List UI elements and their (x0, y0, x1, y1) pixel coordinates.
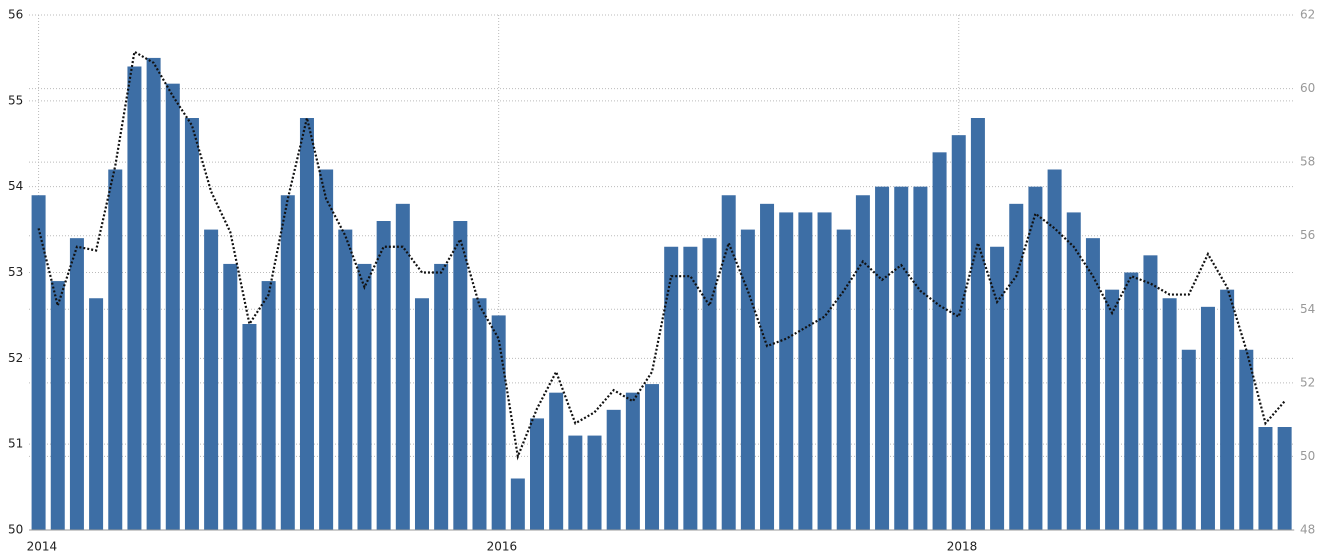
y2-tick-label: 58 (1300, 155, 1315, 169)
bar (165, 83, 180, 531)
y2-tick-label: 52 (1300, 375, 1315, 389)
bar (702, 238, 717, 530)
bar (434, 263, 449, 530)
bar (798, 212, 813, 530)
x-tick-label: 2014 (27, 540, 58, 554)
bar (357, 263, 372, 530)
bar (453, 221, 468, 530)
bar (414, 298, 429, 530)
bar (1239, 349, 1254, 530)
y2-tick-label: 56 (1300, 228, 1315, 242)
bar (951, 135, 966, 530)
y2-tick-label: 54 (1300, 302, 1315, 316)
bar (817, 212, 832, 530)
bar (510, 478, 525, 530)
bar (31, 195, 46, 530)
y-tick-label: 52 (8, 351, 23, 365)
bar (1028, 186, 1043, 530)
bar (184, 118, 199, 530)
bar (855, 195, 870, 530)
bar (1220, 289, 1235, 530)
y-tick-label: 55 (8, 93, 23, 107)
bar (108, 169, 123, 530)
bar (242, 324, 257, 530)
bar (932, 152, 947, 531)
bar (127, 66, 142, 530)
bar (568, 435, 583, 530)
bar (491, 315, 506, 530)
x-tick-label: 2016 (487, 540, 518, 554)
bar (1009, 203, 1024, 531)
bar (472, 298, 487, 530)
bar (625, 392, 640, 530)
bar (1047, 169, 1062, 530)
bar (760, 203, 775, 531)
bar (89, 298, 104, 530)
bar (683, 246, 698, 530)
bar (319, 169, 334, 530)
y-tick-label: 54 (8, 179, 23, 193)
bar (1181, 349, 1196, 530)
y-tick-label: 50 (8, 523, 23, 537)
bar (376, 221, 391, 530)
bar (740, 229, 755, 531)
bar (1066, 212, 1081, 530)
bar (549, 392, 564, 530)
x-tick-label: 2018 (947, 540, 978, 554)
bar (721, 195, 736, 530)
bar (836, 229, 851, 531)
bar (913, 186, 928, 530)
bar (69, 238, 84, 530)
bar (645, 384, 660, 530)
bar (1162, 298, 1177, 530)
bar (1258, 427, 1273, 530)
y2-tick-label: 60 (1300, 81, 1315, 95)
bar (395, 203, 410, 531)
bar (1105, 289, 1120, 530)
bar (990, 246, 1005, 530)
y2-tick-label: 62 (1300, 8, 1315, 22)
bar (1143, 255, 1158, 531)
bar (280, 195, 295, 530)
bar (530, 418, 545, 530)
bar (146, 57, 161, 531)
y-tick-label: 53 (8, 265, 23, 279)
bar (664, 246, 679, 530)
bar (204, 229, 219, 531)
bar (587, 435, 602, 530)
bar (970, 118, 985, 530)
bar (606, 409, 621, 530)
bar (875, 186, 890, 530)
y-tick-label: 51 (8, 437, 23, 451)
y-tick-label: 56 (8, 8, 23, 22)
y2-tick-label: 50 (1300, 449, 1315, 463)
bar (1277, 427, 1292, 530)
bar (1085, 238, 1100, 530)
bar (299, 118, 314, 530)
bar (894, 186, 909, 530)
bar (223, 263, 238, 530)
bar (779, 212, 794, 530)
y2-tick-label: 48 (1300, 523, 1315, 537)
bar (338, 229, 353, 531)
bar (1124, 272, 1139, 530)
bar (1200, 306, 1215, 530)
bar (261, 281, 276, 530)
bar (50, 281, 65, 530)
